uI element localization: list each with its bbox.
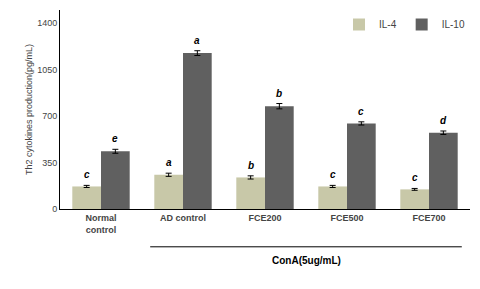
svg-text:e: e (112, 133, 118, 144)
svg-text:1400: 1400 (37, 18, 57, 28)
svg-text:b: b (248, 160, 254, 171)
svg-text:Normalcontrol: Normalcontrol (85, 213, 116, 235)
svg-text:0: 0 (52, 204, 57, 214)
svg-text:AD control: AD control (160, 213, 206, 223)
svg-text:IL-10: IL-10 (442, 19, 465, 30)
svg-text:ConA(5ug/mL): ConA(5ug/mL) (272, 255, 341, 266)
svg-text:c: c (358, 106, 364, 117)
svg-text:FCE500: FCE500 (330, 213, 363, 223)
svg-text:d: d (440, 115, 447, 126)
svg-text:IL-4: IL-4 (379, 19, 397, 30)
svg-text:c: c (84, 169, 90, 180)
svg-text:c: c (412, 172, 418, 183)
svg-text:FCE700: FCE700 (412, 213, 445, 223)
svg-text:c: c (330, 169, 336, 180)
svg-text:700: 700 (42, 111, 57, 121)
svg-text:350: 350 (42, 158, 57, 168)
svg-text:a: a (194, 35, 200, 46)
svg-text:Th2 cytokines production(pg/mL: Th2 cytokines production(pg/mL) (24, 44, 34, 175)
svg-text:a: a (166, 157, 172, 168)
svg-text:b: b (276, 88, 282, 99)
svg-text:1050: 1050 (37, 65, 57, 75)
svg-text:FCE200: FCE200 (248, 213, 281, 223)
